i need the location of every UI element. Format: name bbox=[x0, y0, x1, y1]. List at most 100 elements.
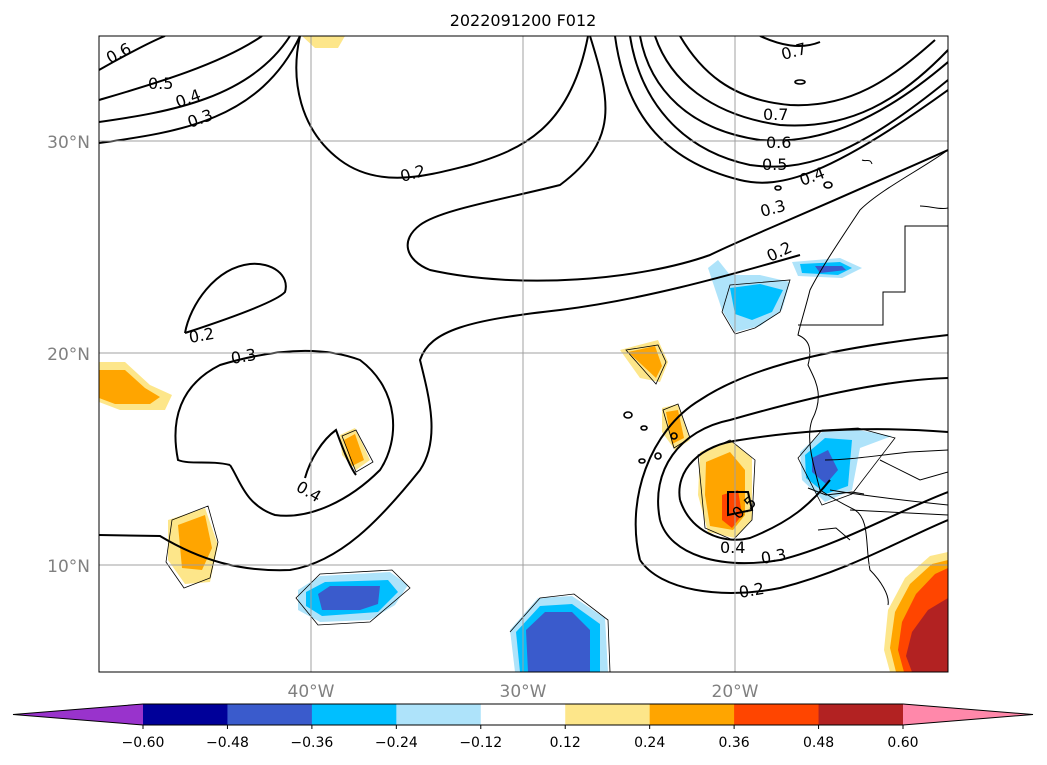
contour-label: 0.5 bbox=[148, 74, 173, 93]
contour-0-5-nw bbox=[99, 36, 263, 101]
colorbar-tick-label: −0.24 bbox=[375, 735, 418, 751]
outline-28w-blue bbox=[509, 593, 611, 672]
shade-blue-38w-core bbox=[318, 586, 380, 610]
contour-label: 0.3 bbox=[759, 545, 787, 568]
colorbar-swatch bbox=[311, 704, 397, 725]
shade-warm-se-darkred bbox=[906, 598, 948, 672]
map-panel: 0.6 0.5 0.4 0.3 0.2 0.7 0.7 0.6 0.5 0.4 … bbox=[99, 36, 948, 672]
blob-3 bbox=[670, 432, 678, 440]
coast-africa-north bbox=[797, 149, 948, 606]
contour-0-4-nw bbox=[99, 36, 291, 123]
blob-5 bbox=[654, 452, 662, 460]
contour-0-7-ne bbox=[679, 36, 936, 107]
contour-0-5-ne bbox=[639, 36, 948, 142]
shade-blue-17w-15n-core bbox=[812, 450, 838, 484]
contour-label: 0.4 bbox=[720, 538, 745, 557]
colorbar-extend-high bbox=[903, 704, 1033, 725]
colorbar-tick-label: −0.60 bbox=[122, 735, 165, 751]
contour-0-6-nw bbox=[99, 36, 166, 71]
contour-0-4-ne bbox=[629, 36, 948, 168]
map-frame bbox=[98, 35, 949, 673]
colorbar-extend-low bbox=[13, 704, 143, 725]
contour-0-3-nw bbox=[99, 36, 301, 144]
outline-24w bbox=[625, 344, 667, 385]
lat-label-10n: 10°N bbox=[47, 557, 90, 577]
shade-orange-40n-top bbox=[302, 36, 345, 48]
colorbar-swatch bbox=[649, 704, 735, 725]
outline-38w-blue bbox=[295, 569, 411, 626]
blob-7 bbox=[823, 181, 833, 189]
colorbar-swatch bbox=[818, 704, 904, 725]
outline-20w bbox=[697, 439, 756, 541]
outline-38w bbox=[341, 429, 374, 473]
outline-10n bbox=[165, 505, 219, 589]
contour-0-7-top bbox=[759, 36, 821, 47]
shaded-anomalies bbox=[99, 36, 948, 672]
contour-0-3-east-lower bbox=[659, 491, 948, 564]
contour-0-2-north bbox=[295, 36, 589, 179]
colorbar-tick-label: −0.36 bbox=[290, 735, 333, 751]
colorbar-swatch bbox=[565, 704, 651, 725]
shade-blue-20w-22n-core bbox=[730, 284, 783, 320]
colorbar-swatch bbox=[734, 704, 820, 725]
contour-label: 0.4 bbox=[293, 477, 325, 506]
colorbar-tick-label: 0.12 bbox=[550, 735, 581, 751]
contour-label: 0.4 bbox=[173, 85, 203, 112]
contour-0-2-mid bbox=[99, 254, 801, 572]
contour-label: 0.3 bbox=[185, 105, 215, 132]
contour-label: 0.7 bbox=[779, 39, 809, 64]
shade-orange-38w-core bbox=[344, 434, 364, 466]
contour-0-2-east bbox=[634, 334, 948, 561]
blob-4 bbox=[638, 458, 646, 464]
coast-morocco bbox=[919, 205, 948, 210]
lon-label-20w: 20°W bbox=[712, 682, 759, 702]
coast-senegal bbox=[807, 487, 865, 496]
shade-blue-28w-core bbox=[526, 612, 590, 672]
contour-0-6-ne bbox=[654, 36, 948, 127]
blob-8 bbox=[774, 185, 782, 191]
contour-0-3-ne bbox=[614, 36, 948, 184]
contour-label: 0.2 bbox=[398, 161, 428, 186]
map-title: 2022091200 F012 bbox=[450, 11, 597, 30]
contour-label: 0.2 bbox=[737, 579, 765, 602]
contour-0-2-dip bbox=[406, 36, 948, 282]
contour-blobs bbox=[623, 79, 833, 464]
contour-label: 0.7 bbox=[763, 105, 788, 124]
lon-label-30w: 30°W bbox=[500, 682, 547, 702]
contour-0-5-core bbox=[727, 491, 754, 517]
shade-orange-24w-core bbox=[628, 346, 662, 378]
lat-label-30n: 30°N bbox=[47, 133, 90, 153]
contour-label: 0.2 bbox=[764, 238, 795, 266]
blob-1 bbox=[623, 411, 633, 419]
contour-label: 0.2 bbox=[187, 324, 215, 347]
contour-label: 0.6 bbox=[766, 133, 791, 152]
blob-6 bbox=[794, 79, 806, 85]
colorbar: −0.60 −0.48 −0.36 −0.24 −0.12 0.12 0.24 0.36 0.4… bbox=[12, 703, 1034, 751]
lon-label-40w: 40°W bbox=[288, 682, 335, 702]
gridlines bbox=[99, 36, 948, 672]
shade-orange-west-edge-core bbox=[99, 370, 160, 404]
colorbar-tick-label: 0.60 bbox=[887, 735, 918, 751]
lat-label-20n: 20°N bbox=[47, 345, 90, 365]
contour-0-2-loop-west bbox=[184, 262, 287, 334]
colorbar-tick-label: −0.48 bbox=[206, 735, 249, 751]
colorbar-swatch bbox=[480, 704, 566, 725]
coast-west-africa-borders bbox=[824, 449, 948, 516]
latitude-labels: 30°N 20°N 10°N bbox=[47, 133, 90, 577]
colorbar-tick-label: 0.48 bbox=[803, 735, 834, 751]
colorbar-tick-label: −0.12 bbox=[459, 735, 502, 751]
contour-label: 0.5 bbox=[762, 155, 787, 174]
colorbar-swatch bbox=[143, 704, 228, 725]
contour-0-2-east-lower bbox=[639, 519, 948, 594]
contour-lines bbox=[99, 36, 948, 594]
coast-gambia bbox=[817, 527, 851, 541]
colorbar-tick-label: 0.24 bbox=[634, 735, 665, 751]
coastlines bbox=[797, 149, 948, 606]
colorbar-swatch bbox=[396, 704, 482, 725]
contour-label: 0.3 bbox=[229, 345, 257, 368]
colorbar-tick-label: 0.36 bbox=[719, 735, 750, 751]
contour-0-4-east bbox=[678, 428, 948, 501]
blob-2 bbox=[640, 425, 648, 431]
colorbar-swatch bbox=[227, 704, 313, 725]
